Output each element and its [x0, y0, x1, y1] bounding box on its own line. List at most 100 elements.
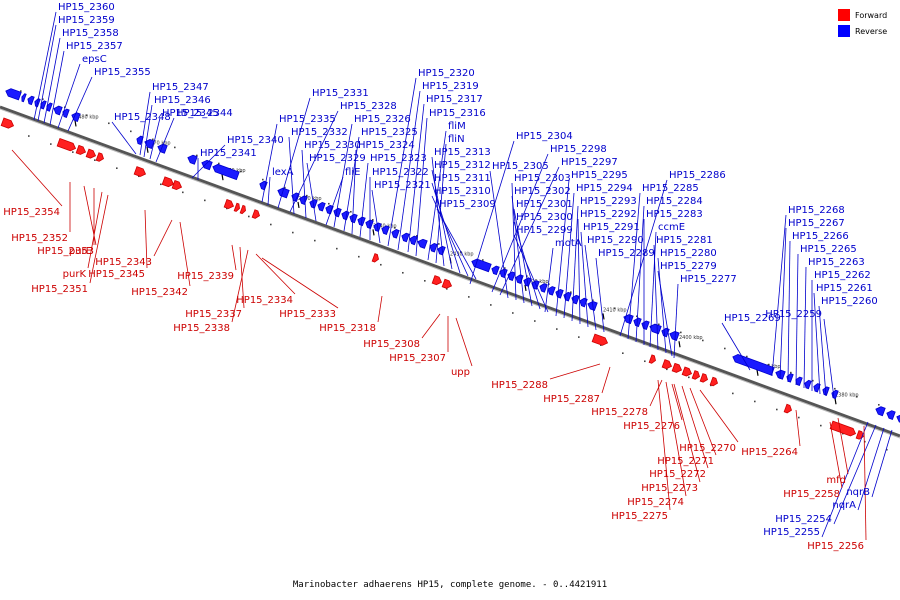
reverse-gene-label: HP15_2320	[418, 68, 475, 79]
label-leader	[306, 162, 317, 222]
label-leader	[431, 195, 469, 277]
label-leader	[153, 219, 173, 257]
fwd-dot	[446, 288, 448, 290]
reverse-gene	[875, 406, 886, 417]
forward-gene-label: HP15_2308	[363, 339, 420, 350]
legend-reverse: Reverse	[838, 25, 887, 37]
reverse-gene-label: HP15_2300	[516, 212, 573, 223]
fwd-dot	[820, 424, 822, 427]
reverse-gene	[21, 93, 27, 103]
label-leader	[325, 176, 344, 226]
rev-dot	[834, 387, 836, 390]
rev-dot	[724, 347, 726, 350]
fwd-dot	[688, 376, 690, 379]
reverse-gene-label: HP15_2317	[426, 94, 483, 105]
reverse-gene-label: HP15_2285	[642, 183, 699, 194]
reverse-gene-label: HP15_2260	[821, 296, 878, 307]
fwd-dot	[886, 448, 888, 451]
rev-dot	[658, 323, 660, 326]
label-leader	[289, 110, 339, 213]
map-caption: Marinobacter adhaerens HP15, complete ge…	[293, 580, 607, 590]
legend-forward: Forward	[838, 9, 887, 21]
reverse-gene	[341, 210, 350, 221]
reverse-gene-label: HP15_2254	[775, 514, 832, 525]
label-leader	[818, 305, 827, 397]
reverse-gene-label: HP15_2330	[304, 140, 361, 151]
forward-gene-label: HP15_2333	[279, 309, 336, 320]
label-leader	[795, 409, 801, 447]
label-leader	[436, 208, 477, 280]
fwd-dot	[248, 215, 250, 218]
reverse-gene-label: HP15_2335	[279, 114, 336, 125]
reverse-gene	[471, 258, 492, 273]
label-leader	[67, 76, 93, 132]
reverse-gene-label: HP15_2313	[434, 147, 491, 158]
reverse-gene-label: HP15_2321	[374, 180, 431, 191]
label-leader	[673, 383, 701, 483]
rev-dot	[152, 138, 154, 141]
rev-dot	[702, 339, 704, 342]
forward-gene	[671, 362, 683, 373]
reverse-gene	[732, 354, 775, 376]
rev-dot	[614, 307, 616, 310]
label-leader	[555, 179, 570, 317]
label-leader	[277, 97, 311, 209]
forward-gene-label: HP15_2275	[611, 511, 668, 522]
reverse-gene	[813, 383, 821, 393]
reverse-gene	[886, 410, 896, 420]
reverse-gene-label: HP15_2340	[227, 135, 284, 146]
reverse-gene-label: HP15_2263	[808, 257, 865, 268]
label-leader	[435, 143, 447, 264]
reverse-gene	[499, 268, 508, 279]
fwd-dot	[534, 320, 536, 322]
forward-gene-label: HP15_2352	[11, 233, 68, 244]
label-leader	[431, 169, 453, 270]
fwd-dot	[666, 368, 668, 371]
label-leader	[779, 227, 787, 380]
rev-dot	[394, 227, 396, 229]
forward-gene-label: HP15_2288	[491, 380, 548, 391]
reverse-gene	[277, 187, 290, 199]
label-leader	[351, 149, 357, 235]
label-leader	[580, 231, 589, 328]
label-leader	[584, 244, 597, 331]
label-leader	[689, 387, 717, 456]
label-leader	[421, 313, 441, 339]
reverse-gene	[27, 95, 35, 106]
genome-backbone	[0, 105, 900, 439]
forward-gene	[691, 370, 701, 380]
reverse-gene-label: HP15_2284	[646, 196, 703, 207]
forward-gene-label: HP15_2256	[807, 541, 864, 552]
tick-mark	[756, 369, 759, 376]
fwd-dot	[424, 280, 426, 282]
forward-gene	[661, 359, 673, 370]
rev-dot	[504, 267, 506, 269]
reverse-gene	[317, 201, 326, 212]
reverse-gene	[325, 204, 334, 215]
legend-forward-label: Forward	[855, 11, 887, 20]
reverse-gene	[5, 88, 22, 101]
label-leader	[699, 389, 739, 443]
label-leader	[301, 149, 307, 219]
label-leader	[513, 234, 549, 313]
forward-gene	[709, 376, 719, 387]
reverse-gene-label: HP15_2294	[576, 183, 633, 194]
fwd-dot	[798, 416, 800, 419]
rev-dot	[790, 371, 792, 374]
fwd-dot	[160, 183, 162, 186]
fwd-dot	[512, 312, 514, 314]
fwd-dot	[182, 191, 184, 194]
reverse-gene-label: HP15_2255	[763, 527, 820, 538]
label-leader	[415, 117, 428, 257]
reverse-gene-label: HP15_2322	[372, 167, 429, 178]
label-leader	[649, 379, 663, 407]
rev-dot	[592, 299, 594, 302]
reverse-gene	[62, 108, 70, 118]
reverse-gene-label: HP15_2326	[354, 114, 411, 125]
fwd-dot	[358, 255, 360, 258]
reverse-gene	[649, 323, 662, 335]
reverse-gene	[53, 105, 63, 116]
label-leader	[371, 189, 381, 244]
forward-gene-label: HP15_2354	[3, 207, 60, 218]
reverse-gene	[437, 245, 446, 256]
